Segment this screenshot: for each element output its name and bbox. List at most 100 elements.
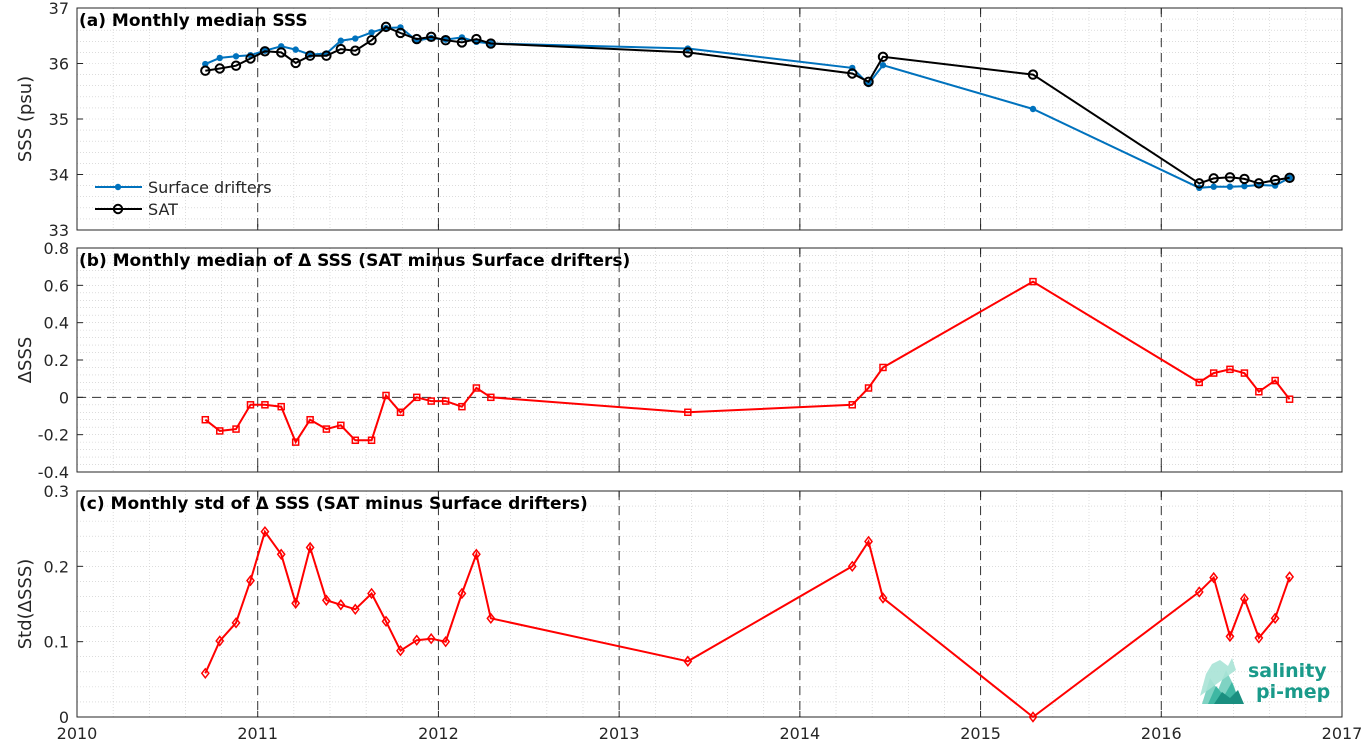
y-tick-label: -0.2 [38,426,69,445]
data-point [878,592,888,604]
data-point [485,38,497,49]
data-point [426,31,437,43]
data-point [335,43,347,55]
data-point [321,50,332,61]
data-point [456,37,468,48]
data-point [246,574,255,587]
panel-delta-sss: -0.4 -0.2 0 0.2 0.4 0.6 0.8 (b) Monthly median … [15,239,1343,482]
data-point [292,46,299,53]
x-tick-label: 2016 [1141,724,1182,743]
panel-sss: 33 34 35 36 37 (a) Monthly median SSS SSS (psu… [15,0,1343,240]
data-point [879,61,887,69]
data-point [291,597,301,609]
logo-line2: pi-mep [1256,681,1330,703]
data-point [336,599,346,611]
data-point [684,408,692,417]
data-point [1226,183,1234,190]
data-point [1029,105,1037,113]
data-point [1209,369,1218,377]
data-point [1285,395,1294,403]
data-point [441,635,451,648]
legend-marker [114,183,122,191]
data-point [1241,182,1248,190]
data-point [322,425,331,433]
data-point [214,63,225,74]
y-tick-label: 0.8 [44,239,69,258]
grid [76,247,1343,473]
data-point [351,436,360,445]
x-tick-label: 2012 [418,724,459,743]
data-point [1271,376,1279,385]
data-point [879,363,887,372]
data-point [1194,586,1204,598]
data-point [683,655,693,667]
data-point [380,21,392,33]
data-point [1253,178,1265,189]
data-point [847,560,857,573]
data-point [381,615,391,628]
data-point [471,548,481,561]
y-tick-label: 36 [49,55,69,74]
data-point [200,65,211,76]
data-point [1029,277,1037,286]
plot-area [77,491,1342,717]
data-point [412,393,421,402]
data-point [1224,172,1236,183]
data-point [682,47,694,58]
data-point [412,634,422,646]
y-tick-label: 0.4 [44,314,69,333]
data-point [1027,69,1039,80]
data-point [1209,571,1219,584]
data-point [245,53,256,64]
data-point [304,50,316,61]
y-tick-label: 0.1 [44,633,69,652]
y-tick-label: 34 [49,166,69,185]
data-point [1239,173,1250,185]
data-point [1254,632,1264,644]
data-point [457,587,467,600]
legend-label: SAT [148,200,178,219]
data-point [352,35,359,42]
y-tick-label: 0.3 [44,482,69,501]
data-point [1240,369,1249,377]
data-point [367,587,377,600]
logo-line1: salinity [1248,660,1327,682]
data-point [458,402,466,411]
data-point [305,541,315,554]
y-tick-label: 0.2 [44,557,69,576]
x-tick-label: 2015 [960,724,1001,743]
panel-title: (c) Monthly std of Δ SSS (SAT minus Surf… [79,494,588,514]
data-point [395,27,406,39]
series-line [205,25,1290,185]
data-point [1269,174,1281,186]
data-point [486,612,496,625]
data-point [200,667,210,680]
data-point [440,34,451,46]
data-point [411,33,422,45]
data-point [1225,630,1235,643]
data-point [259,46,271,57]
x-tick-label: 2014 [779,724,820,743]
y-tick-label: 0 [59,388,69,407]
legend-marker [112,203,124,215]
data-point [472,384,481,392]
panel-std-delta-sss: 0 0.1 0.2 0.3 2010 2011 2012 2013 2014 2015 2016 20… [15,482,1362,743]
data-point [1285,571,1295,583]
data-point [1210,183,1217,190]
data-point [261,401,269,409]
data-point [427,397,435,405]
y-tick-label: 35 [49,110,69,129]
data-point [367,436,376,445]
y-tick-label: -0.4 [38,463,69,482]
y-tick-label: 0.2 [44,351,69,370]
data-point [230,60,242,71]
data-point [864,535,873,548]
data-point [232,425,240,433]
data-point [877,51,889,63]
y-tick-label: 37 [49,0,69,18]
data-point [1208,173,1219,184]
data-point [202,60,209,68]
y-axis-label: Std(ΔSSS) [15,559,36,650]
x-tick-label: 2017 [1322,724,1363,743]
